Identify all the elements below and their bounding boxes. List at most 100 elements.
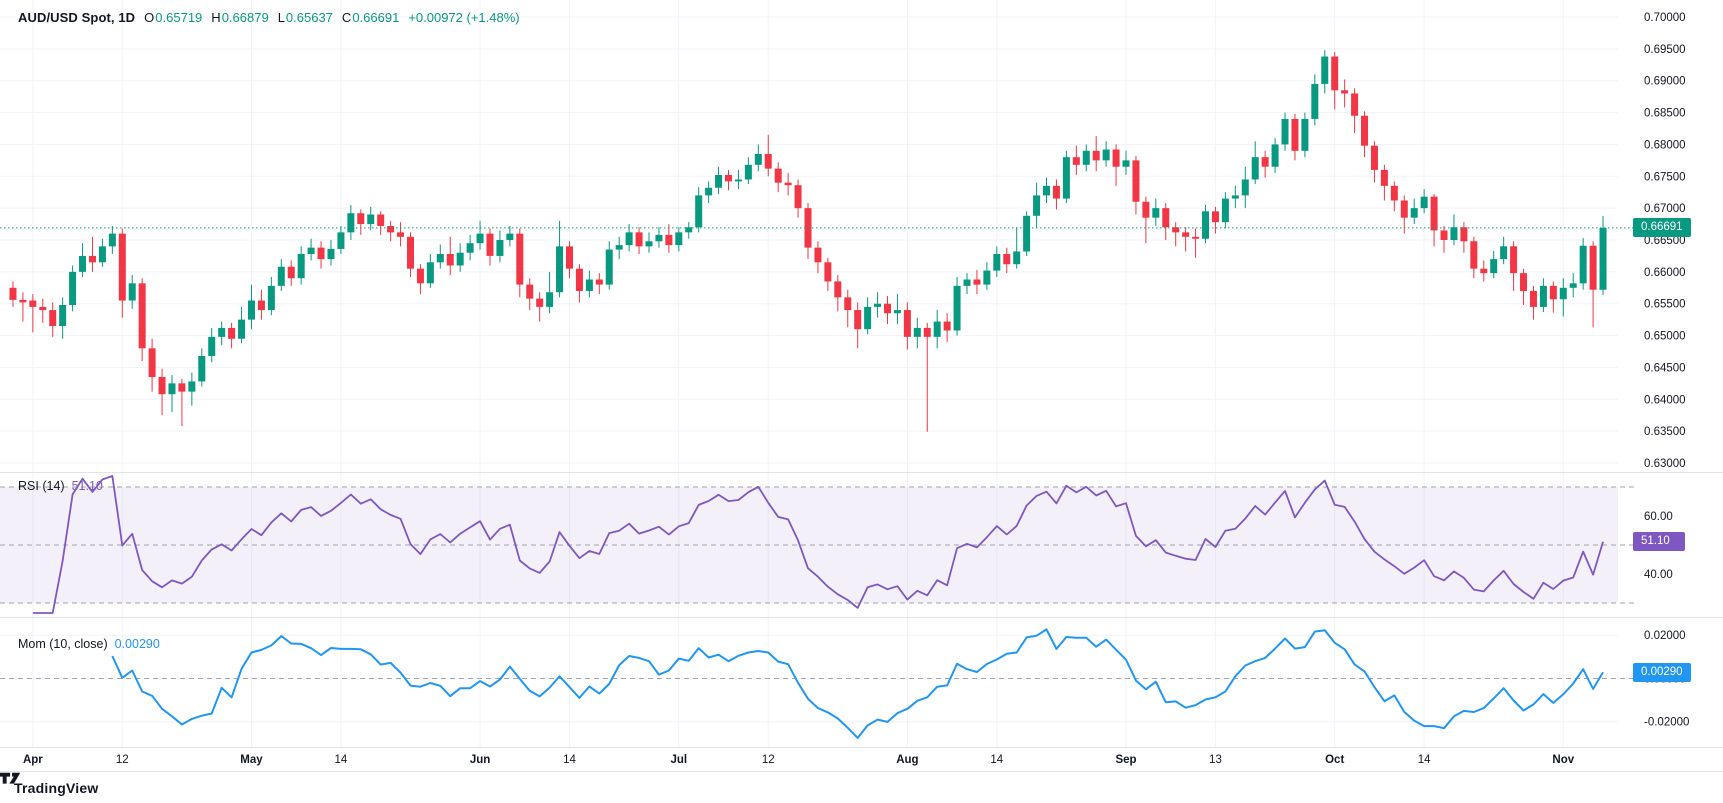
momentum-axis-label: 0.02000 <box>1644 630 1686 642</box>
candle-down <box>406 236 414 269</box>
candle-up <box>734 179 742 182</box>
candle-up <box>963 279 971 286</box>
tradingview-wordmark: TradingView <box>14 779 99 796</box>
candle-down <box>764 153 772 169</box>
candle-down <box>397 232 405 237</box>
candle-up <box>1271 144 1279 167</box>
candle-up <box>874 303 882 307</box>
candle-up <box>337 232 345 249</box>
candle-down <box>1460 227 1468 242</box>
price-pane[interactable] <box>0 50 1634 432</box>
candle-up <box>605 249 613 285</box>
candle-down <box>138 283 146 349</box>
candle-down <box>1052 185 1060 199</box>
candle-up <box>79 255 87 272</box>
time-axis-label: May <box>240 754 263 766</box>
momentum-pane[interactable] <box>0 628 1634 739</box>
tradingview-logo-icon <box>0 772 21 784</box>
candle-down <box>1529 290 1537 307</box>
candle-up <box>1251 157 1259 180</box>
candle-up <box>277 266 285 286</box>
candle-up <box>1152 208 1160 218</box>
candle-down <box>1430 196 1438 231</box>
candle-up <box>1311 83 1319 119</box>
candle-down <box>1211 211 1219 223</box>
price-axis-label: 0.69000 <box>1644 76 1686 88</box>
momentum-line <box>111 628 1604 739</box>
candle-up <box>1321 56 1329 84</box>
candle-up <box>128 283 136 301</box>
candle-up <box>1221 198 1229 223</box>
candle-down <box>158 376 166 395</box>
price-axis-label: 0.70000 <box>1644 12 1686 24</box>
candle-down <box>794 185 802 209</box>
time-axis-label: Jul <box>670 754 687 766</box>
rsi-pane[interactable] <box>0 475 1634 614</box>
candle-down <box>377 214 385 226</box>
candle-down <box>287 266 295 279</box>
time-axis-label: 14 <box>335 754 348 766</box>
candle-up <box>1579 245 1587 284</box>
candle-down <box>526 284 534 299</box>
candle-up <box>218 327 226 337</box>
candle-up <box>108 233 116 247</box>
candle-up <box>1102 149 1110 161</box>
candle-down <box>88 255 96 263</box>
time-axis[interactable]: Apr 12 May 14 Jun 14 Jul 12 Aug 14 Sep 13 Oct 14 Nov <box>23 754 1575 766</box>
ohlc-low: L 0.65637 <box>277 10 333 25</box>
tradingview-watermark[interactable]: TradingView <box>0 772 1723 803</box>
candle-up <box>1241 179 1249 196</box>
candle-up <box>1281 118 1289 145</box>
momentum-axis-label: -0.02000 <box>1644 717 1689 729</box>
candle-up <box>754 153 762 165</box>
candle-up <box>1013 251 1021 265</box>
momentum-value: 0.00290 <box>114 637 160 651</box>
time-axis-label: 12 <box>762 754 775 766</box>
candle-down <box>1192 236 1200 239</box>
candle-up <box>1062 157 1070 199</box>
rsi-value-badge: 51.10 <box>1633 532 1685 552</box>
candle-down <box>9 287 17 300</box>
candle-down <box>1480 268 1488 274</box>
price-axis-label: 0.67500 <box>1644 171 1686 183</box>
candle-up <box>426 262 434 284</box>
price-axis-label: 0.68000 <box>1644 139 1686 151</box>
candle-down <box>834 281 842 298</box>
candle-up <box>625 232 633 246</box>
rsi-axis-label: 60.00 <box>1644 511 1673 523</box>
candle-down <box>1589 245 1597 290</box>
chart-legend: AUD/USD Spot, 1D O 0.65719 H 0.66879 L 0.65… <box>18 10 520 25</box>
candle-up <box>715 175 723 188</box>
candle-down <box>665 234 673 246</box>
candle-up <box>307 247 315 255</box>
time-axis-label: Nov <box>1552 754 1574 766</box>
candle-up <box>1082 150 1090 165</box>
candle-up <box>1539 285 1547 307</box>
price-axis-label: 0.65500 <box>1644 299 1686 311</box>
candle-up <box>1450 227 1458 240</box>
candle-up <box>208 336 216 356</box>
candle-down <box>1291 118 1299 151</box>
price-axis[interactable]: 0.70000 0.69500 0.69000 0.68500 0.68000 0.675… <box>1644 12 1689 729</box>
candle-up <box>1420 196 1428 209</box>
candle-up <box>546 292 554 307</box>
candle-up <box>198 355 206 382</box>
candle-down <box>1390 185 1398 201</box>
time-axis-label: Aug <box>896 754 918 766</box>
candle-down <box>357 213 365 225</box>
candle-down <box>814 247 822 263</box>
candle-up <box>993 254 1001 271</box>
candle-down <box>387 225 395 233</box>
candle-down <box>1142 201 1150 218</box>
candle-up <box>556 246 564 293</box>
candle-up <box>953 285 961 331</box>
candle-down <box>446 254 454 266</box>
rsi-band <box>0 487 1618 603</box>
candle-up <box>1500 246 1508 260</box>
last-price-badge: 0.66691 <box>1633 217 1691 237</box>
rsi-axis-label: 40.00 <box>1644 569 1673 581</box>
ohlc-close: C 0.66691 <box>341 10 400 25</box>
candle-down <box>1162 208 1170 228</box>
price-axis-label: 0.66500 <box>1644 235 1686 247</box>
